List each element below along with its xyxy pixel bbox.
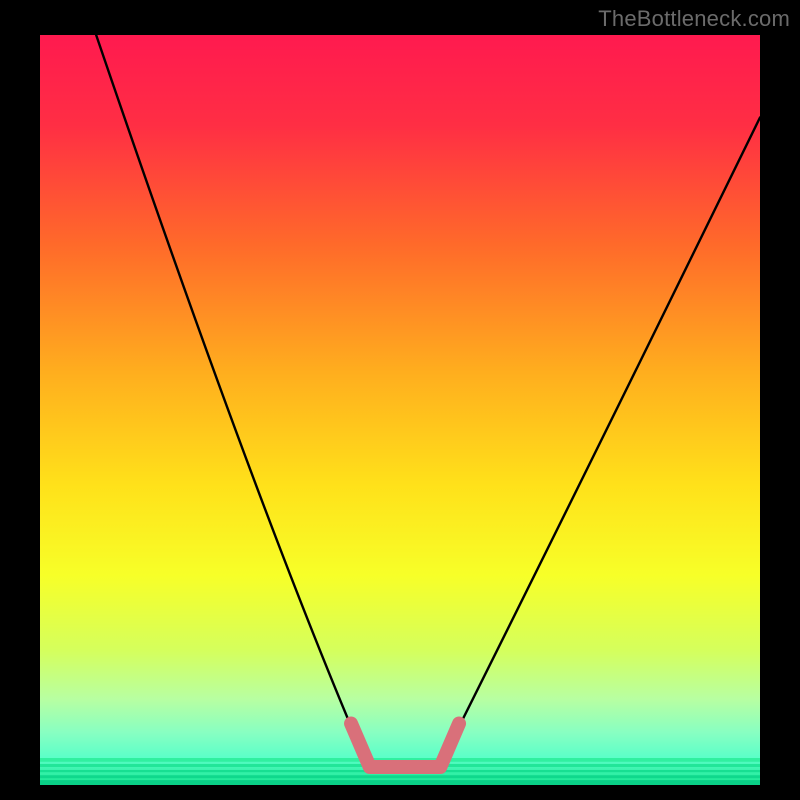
chart-svg (0, 0, 800, 800)
chart-stage: TheBottleneck.com (0, 0, 800, 800)
plot-area (40, 35, 760, 785)
